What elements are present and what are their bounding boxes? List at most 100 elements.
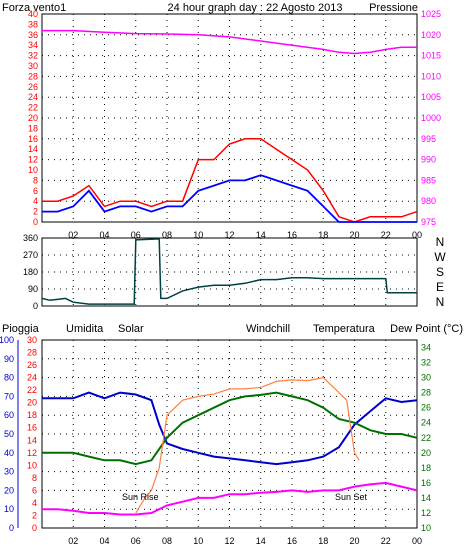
humidity-tick-label: 20 <box>4 485 14 495</box>
temp-tick-label: 26 <box>421 403 431 413</box>
solar-label: Solar <box>118 323 144 335</box>
direction-tick-label: 270 <box>23 250 38 260</box>
x-tick-label: 14 <box>256 230 266 240</box>
x-tick-label: 12 <box>224 536 234 546</box>
pressure-tick-label: 1010 <box>421 71 441 81</box>
x-tick-label: 22 <box>381 536 391 546</box>
x-tick-label: 08 <box>162 230 172 240</box>
x-tick-label: 00 <box>412 536 422 546</box>
pressure-tick-label: 980 <box>421 196 436 206</box>
rain-tick-label: 16 <box>27 423 37 433</box>
wind-avg-line <box>42 174 417 223</box>
direction-tick-label: 180 <box>23 267 38 277</box>
wind-tick-label: 26 <box>28 82 38 92</box>
sunrise-label: Sun Rise <box>122 492 159 502</box>
compass-label: N <box>436 295 445 309</box>
x-tick-label: 14 <box>256 536 266 546</box>
temp-tick-label: 12 <box>421 508 431 518</box>
rain-tick-label: 28 <box>27 348 37 358</box>
rain-tick-label: 22 <box>27 385 37 395</box>
humidity-tick-label: 40 <box>4 448 14 458</box>
temperature-line <box>42 391 418 466</box>
wind-tick-label: 2 <box>33 207 38 217</box>
rain-tick-label: 6 <box>32 485 37 495</box>
humidity-tick-label: 70 <box>4 391 14 401</box>
humidity-line <box>42 391 418 466</box>
temp-ticks: 02 04 06 08 10 12 14 16 18 20 22 000102030405060708… <box>0 335 431 546</box>
rain-tick-label: 8 <box>32 473 37 483</box>
x-tick-label: 16 <box>287 536 297 546</box>
direction-tick-label: 0 <box>33 301 38 311</box>
temp-tick-label: 22 <box>421 433 431 443</box>
direction-line <box>41 238 417 305</box>
compass-label: E <box>436 280 444 294</box>
pressure-tick-label: 1000 <box>421 113 441 123</box>
wind-tick-label: 32 <box>28 51 38 61</box>
x-tick-label: 04 <box>99 230 109 240</box>
wind-tick-label: 0 <box>33 217 38 227</box>
solar-line <box>135 376 360 514</box>
wind-tick-label: 18 <box>28 123 38 133</box>
windchill-label: Windchill <box>246 323 290 335</box>
wind-tick-label: 8 <box>33 175 38 185</box>
rain-tick-label: 2 <box>32 510 37 520</box>
humidity-tick-label: 0 <box>9 523 14 533</box>
direction-grid <box>42 238 418 306</box>
wind-tick-label: 12 <box>28 155 38 165</box>
compass-label: N <box>436 235 445 249</box>
wind-tick-label: 24 <box>28 92 38 102</box>
x-tick-label: 18 <box>318 230 328 240</box>
rain-tick-label: 24 <box>27 373 37 383</box>
temp-tick-label: 28 <box>421 388 431 398</box>
temp-tick-label: 18 <box>421 463 431 473</box>
humidity-tick-label: 10 <box>4 504 14 514</box>
pressure-tick-label: 1025 <box>421 9 441 19</box>
temperature-label: Temperatura <box>313 323 376 335</box>
wind-tick-label: 20 <box>28 113 38 123</box>
humidity-tick-label: 90 <box>4 354 14 364</box>
temp-tick-label: 14 <box>421 493 431 503</box>
humidity-tick-label: 60 <box>4 410 14 420</box>
x-tick-label: 00 <box>412 230 422 240</box>
x-tick-label: 10 <box>193 230 203 240</box>
x-tick-label: 20 <box>349 536 359 546</box>
x-tick-label: 02 <box>68 536 78 546</box>
pressure-tick-label: 1015 <box>421 51 441 61</box>
chart-title: 24 hour graph day : 22 Agosto 2013 <box>168 2 343 14</box>
wind-tick-label: 38 <box>28 19 38 29</box>
wind-series <box>42 29 418 223</box>
humidity-tick-label: 30 <box>4 467 14 477</box>
dewpoint-label: Dew Point (°C) <box>390 323 463 335</box>
pressure-tick-label: 1020 <box>421 30 441 40</box>
x-tick-label: 16 <box>287 230 297 240</box>
x-tick-label: 06 <box>131 536 141 546</box>
pressure-line <box>42 29 417 55</box>
compass-label: S <box>436 265 444 279</box>
wind-tick-label: 36 <box>28 30 38 40</box>
wind-tick-label: 22 <box>28 103 38 113</box>
x-tick-label: 04 <box>99 536 109 546</box>
rain-tick-label: 12 <box>27 448 37 458</box>
direction-tick-label: 360 <box>23 233 38 243</box>
compass-label: W <box>434 250 446 264</box>
pressure-tick-label: 990 <box>421 155 436 165</box>
wind-grid <box>42 14 418 222</box>
x-tick-label: 12 <box>224 230 234 240</box>
temp-tick-label: 32 <box>421 358 431 368</box>
temp-tick-label: 24 <box>421 418 431 428</box>
rain-tick-label: 14 <box>27 435 37 445</box>
humidity-tick-label: 100 <box>0 335 14 345</box>
wind-axis-label: Forza vento1 <box>2 2 66 14</box>
sunset-label: Sun Set <box>335 492 368 502</box>
pressure-tick-label: 975 <box>421 217 436 227</box>
direction-tick-label: 90 <box>28 284 38 294</box>
x-tick-label: 22 <box>381 230 391 240</box>
temp-tick-label: 30 <box>421 373 431 383</box>
wind-tick-label: 34 <box>28 40 38 50</box>
rain-tick-label: 26 <box>27 360 37 370</box>
x-tick-label: 08 <box>162 536 172 546</box>
wind-tick-label: 14 <box>28 144 38 154</box>
humidity-tick-label: 50 <box>4 429 14 439</box>
wind-ticks: 02 04 06 08 10 12 14 16 18 20 22 000246810121416182… <box>28 9 441 240</box>
